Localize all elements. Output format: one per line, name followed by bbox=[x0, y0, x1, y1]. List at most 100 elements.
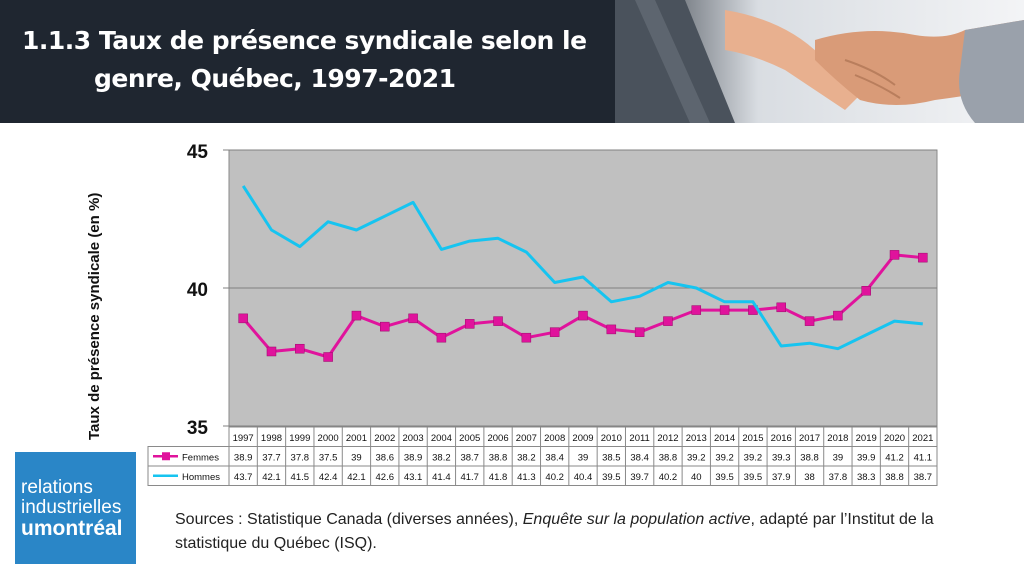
data-label-hommes-2003: 43.1 bbox=[404, 472, 423, 483]
point-femmes-2019 bbox=[861, 286, 871, 296]
x-tick-label-2011: 2011 bbox=[629, 433, 649, 444]
sources-suffix: , adapté par l’Institut de la statistiqu… bbox=[175, 511, 934, 552]
legend-label-hommes: Hommes bbox=[182, 472, 220, 483]
data-label-hommes-2012: 40.2 bbox=[659, 472, 678, 483]
x-tick-label-1997: 1997 bbox=[233, 433, 254, 444]
data-label-femmes-2004: 38.2 bbox=[432, 453, 451, 464]
x-tick-label-2018: 2018 bbox=[827, 433, 848, 444]
data-label-hommes-2014: 39.5 bbox=[715, 472, 734, 483]
x-tick-label-2004: 2004 bbox=[431, 433, 452, 444]
x-tick-label-2007: 2007 bbox=[516, 433, 537, 444]
x-tick-label-2021: 2021 bbox=[912, 433, 933, 444]
data-label-hommes-1999: 41.5 bbox=[291, 472, 310, 483]
data-label-femmes-2020: 41.2 bbox=[885, 453, 904, 464]
data-label-femmes-2013: 39.2 bbox=[687, 453, 706, 464]
point-femmes-2021 bbox=[918, 252, 928, 263]
data-label-femmes-2002: 38.6 bbox=[376, 453, 395, 464]
data-label-hommes-2002: 42.6 bbox=[376, 472, 395, 483]
data-label-hommes-2001: 42.1 bbox=[347, 472, 366, 483]
data-label-hommes-2008: 40.2 bbox=[545, 472, 564, 483]
point-femmes-2020 bbox=[889, 250, 900, 260]
data-label-hommes-2019: 38.3 bbox=[857, 472, 876, 483]
point-femmes-2001 bbox=[351, 310, 362, 321]
x-tick-label-2019: 2019 bbox=[856, 433, 877, 444]
point-femmes-2016 bbox=[776, 302, 786, 313]
x-tick-label-2005: 2005 bbox=[459, 433, 480, 444]
data-label-hommes-2006: 41.8 bbox=[489, 472, 508, 483]
sources-note: Sources : Statistique Canada (diverses a… bbox=[175, 508, 955, 556]
point-femmes-1997 bbox=[238, 313, 248, 324]
data-label-hommes-2018: 37.8 bbox=[829, 472, 848, 483]
point-femmes-2000 bbox=[323, 352, 333, 362]
point-femmes-2018 bbox=[833, 310, 843, 321]
y-tick-label-45: 45 bbox=[187, 142, 209, 163]
page-title: 1.1.3 Taux de présence syndicale selon l… bbox=[22, 22, 587, 98]
title-line-2: genre, Québec, 1997-2021 bbox=[94, 64, 456, 93]
data-label-femmes-2003: 38.9 bbox=[404, 453, 423, 464]
logo-line-1: relations bbox=[21, 477, 93, 498]
data-label-femmes-2010: 38.5 bbox=[602, 453, 621, 464]
university-logo: relations industrielles umontréal bbox=[15, 452, 136, 564]
x-tick-label-2002: 2002 bbox=[374, 433, 395, 444]
data-label-femmes-1999: 37.8 bbox=[291, 453, 310, 464]
data-label-femmes-2015: 39.2 bbox=[744, 453, 763, 464]
data-label-hommes-2005: 41.7 bbox=[460, 472, 479, 483]
data-label-femmes-2016: 39.3 bbox=[772, 453, 791, 464]
point-femmes-1998 bbox=[266, 346, 277, 357]
x-tick-label-2014: 2014 bbox=[714, 433, 735, 444]
data-label-femmes-2005: 38.7 bbox=[460, 453, 479, 464]
point-femmes-2002 bbox=[380, 321, 390, 332]
data-label-hommes-2016: 37.9 bbox=[772, 472, 791, 483]
data-label-femmes-2009: 39 bbox=[578, 453, 589, 464]
data-label-femmes-2008: 38.4 bbox=[545, 453, 564, 464]
x-tick-label-2000: 2000 bbox=[318, 433, 339, 444]
title-line-1: 1.1.3 Taux de présence syndicale selon l… bbox=[22, 26, 587, 55]
point-femmes-2008 bbox=[549, 327, 560, 337]
data-label-hommes-2007: 41.3 bbox=[517, 472, 536, 483]
sources-survey-name: Enquête sur la population active bbox=[522, 511, 751, 528]
logo-line-3: umontréal bbox=[21, 517, 123, 540]
data-label-hommes-2020: 38.8 bbox=[885, 472, 904, 483]
data-label-femmes-2014: 39.2 bbox=[715, 453, 734, 464]
x-tick-label-2009: 2009 bbox=[572, 433, 593, 444]
data-label-femmes-2006: 38.8 bbox=[489, 453, 508, 464]
data-label-femmes-2001: 39 bbox=[351, 453, 362, 464]
data-label-femmes-2012: 38.8 bbox=[659, 453, 678, 464]
header-banner: 1.1.3 Taux de présence syndicale selon l… bbox=[0, 0, 1024, 123]
data-label-hommes-2004: 41.4 bbox=[432, 472, 451, 483]
point-femmes-2011 bbox=[634, 327, 645, 337]
handshake-photo bbox=[615, 0, 1024, 123]
x-tick-label-2008: 2008 bbox=[544, 433, 565, 444]
x-tick-label-2015: 2015 bbox=[742, 433, 763, 444]
x-tick-label-2016: 2016 bbox=[771, 433, 792, 444]
data-label-femmes-2017: 38.8 bbox=[800, 453, 819, 464]
point-femmes-2013 bbox=[691, 305, 702, 315]
point-femmes-2004 bbox=[436, 332, 447, 343]
data-label-hommes-2017: 38 bbox=[804, 472, 815, 483]
data-label-hommes-2013: 40 bbox=[691, 472, 702, 483]
data-label-hommes-2009: 40.4 bbox=[574, 472, 593, 483]
data-label-femmes-2007: 38.2 bbox=[517, 453, 536, 464]
data-label-femmes-2000: 37.5 bbox=[319, 453, 338, 464]
x-tick-label-2017: 2017 bbox=[799, 433, 820, 444]
x-tick-label-2001: 2001 bbox=[346, 433, 367, 444]
legend-label-femmes: Femmes bbox=[182, 453, 219, 464]
point-femmes-2005 bbox=[464, 319, 475, 329]
data-label-femmes-2018: 39 bbox=[833, 453, 844, 464]
point-femmes-2006 bbox=[493, 316, 503, 326]
data-label-femmes-1998: 37.7 bbox=[262, 453, 281, 464]
data-label-hommes-2015: 39.5 bbox=[744, 472, 763, 483]
x-tick-label-2013: 2013 bbox=[686, 433, 707, 444]
data-label-hommes-2011: 39.7 bbox=[630, 472, 649, 483]
y-tick-label-40: 40 bbox=[187, 280, 208, 301]
x-tick-label-1999: 1999 bbox=[289, 433, 310, 444]
data-label-hommes-2000: 42.4 bbox=[319, 472, 338, 483]
y-tick-label-35: 35 bbox=[187, 418, 209, 439]
data-label-hommes-1998: 42.1 bbox=[262, 472, 281, 483]
data-label-femmes-1997: 38.9 bbox=[234, 453, 253, 464]
point-femmes-2010 bbox=[606, 324, 617, 335]
legend-marker-femmes bbox=[162, 452, 170, 461]
data-label-hommes-2021: 38.7 bbox=[914, 472, 933, 483]
data-label-femmes-2011: 38.4 bbox=[630, 453, 649, 464]
